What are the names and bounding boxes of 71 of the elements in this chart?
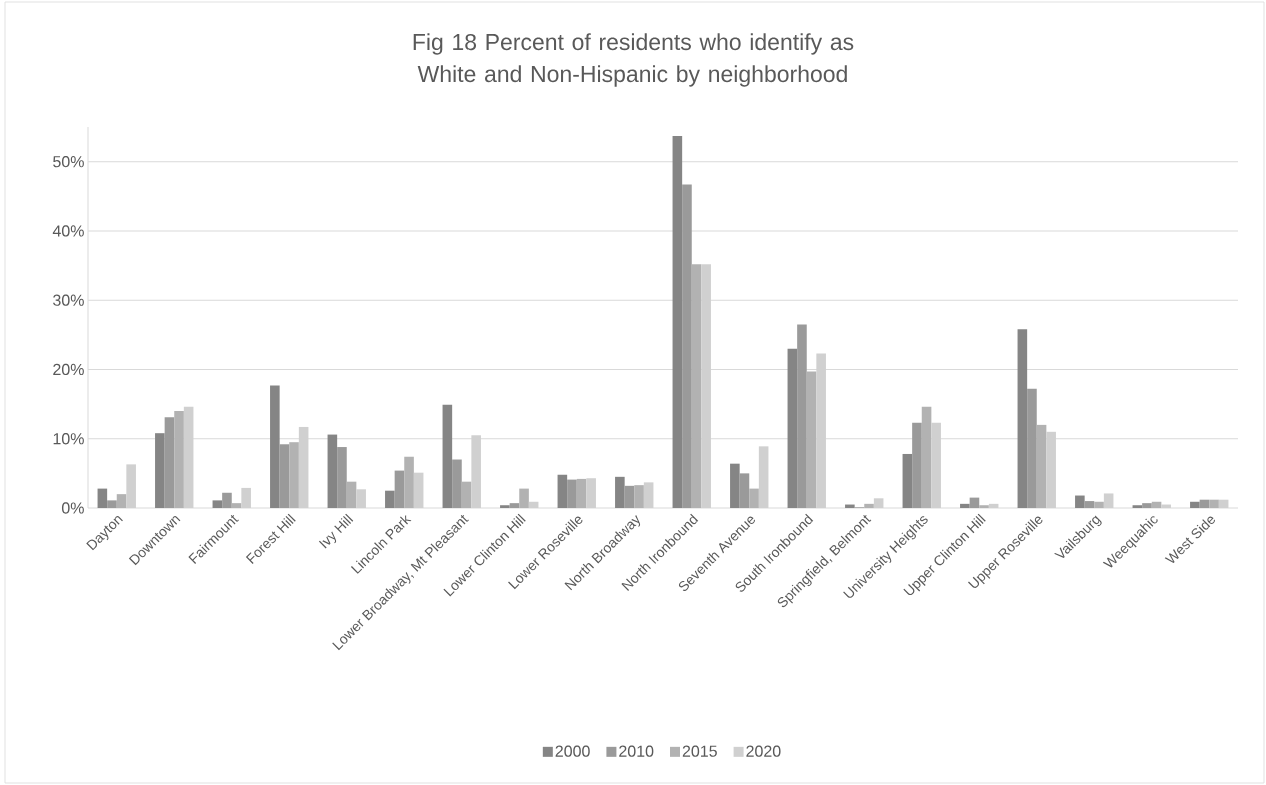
y-tick-label: 0% [61,502,84,514]
bar [691,264,702,508]
bar [730,463,740,508]
bar [787,348,798,508]
bar [461,481,472,508]
y-tick-label: 30% [53,294,84,306]
bar [1190,501,1200,508]
bar [452,459,462,508]
bar [327,434,338,508]
bar [107,500,117,508]
bar [1151,501,1162,508]
bar [231,503,242,508]
bar [979,505,989,508]
legend-label: 2000 [555,745,590,757]
bar [557,474,568,508]
y-tick-label: 40% [52,225,84,237]
bar [1094,501,1104,508]
bar [1027,388,1037,508]
bar [337,447,347,508]
bar [576,478,587,508]
bar [164,417,175,508]
bar [739,473,750,508]
legend-label: 2010 [619,745,654,757]
bar [385,490,395,508]
bar [682,184,692,508]
bar [394,470,405,508]
chart-title: Fig 18 Percent of residents who identify as White and Non-Hispanic by neighborhood [413,33,854,87]
bar [174,411,184,508]
bar [509,503,520,508]
bar [346,481,357,508]
bar [1036,424,1047,508]
bar [969,497,980,508]
bar [960,503,970,508]
bar [1209,499,1219,508]
bar [155,433,165,508]
bar [912,422,922,508]
bar [797,324,807,508]
bar [624,485,635,508]
legend-label: 2015 [682,745,717,757]
bar [1142,503,1152,508]
bar [404,456,414,508]
bar [97,488,108,508]
bar [116,494,127,508]
bar [1084,501,1095,508]
bar [222,492,232,508]
bar [289,442,299,508]
bar [567,479,577,508]
bar [1075,495,1085,508]
legend-label: 2020 [746,745,781,757]
bar [1199,499,1210,508]
bar [279,444,290,508]
bar [270,385,280,508]
bar [519,488,529,508]
y-tick-label: 10% [53,433,84,445]
bar [672,136,683,508]
bar [500,505,510,508]
bar [749,488,759,508]
y-tick-label: 20% [53,363,84,376]
y-tick-label: 50% [53,155,84,168]
bar [902,453,913,508]
bar [442,404,453,508]
bar [212,500,223,508]
x-tick-label: Ivy Hill [318,513,354,549]
bar [921,406,932,508]
bar [615,476,625,508]
bar [806,371,817,508]
bar [1132,505,1143,508]
bar [845,504,855,508]
bar [1017,329,1028,508]
bar [634,485,644,508]
bar [864,503,874,508]
